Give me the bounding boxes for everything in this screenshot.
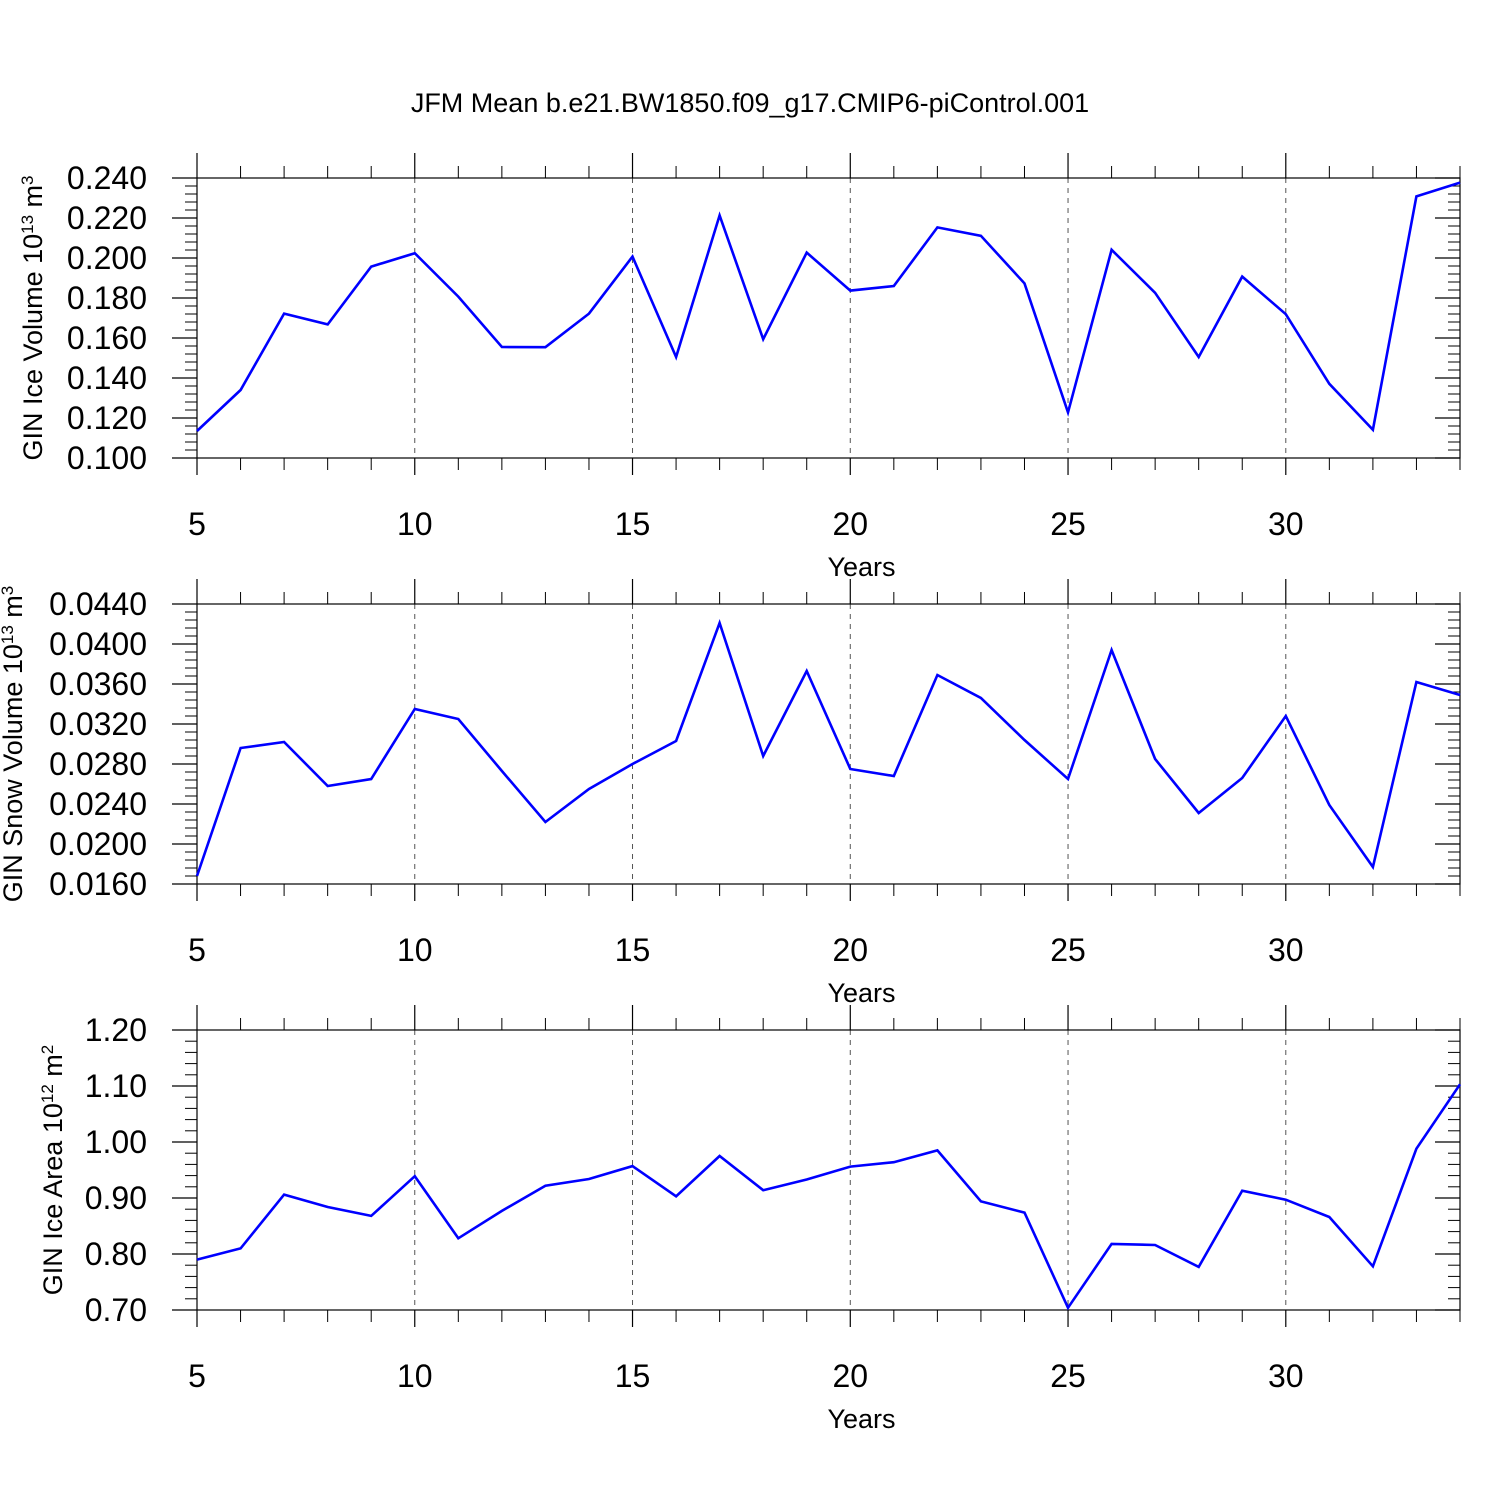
x-tick-label: 20: [832, 932, 868, 968]
series-line: [196, 1083, 1462, 1311]
x-tick-label: 15: [615, 932, 651, 968]
y-axis-label: GIN Ice Volume 1013 m3: [18, 175, 49, 460]
y-tick-label: 0.160: [67, 320, 147, 356]
y-tick-label: 1.10: [85, 1068, 147, 1104]
plot-frame: [196, 603, 1461, 885]
x-tick-label: 30: [1268, 506, 1304, 542]
y-tick-label: 0.240: [67, 160, 147, 196]
x-tick-label: 10: [397, 1358, 433, 1394]
x-tick-label: 15: [615, 1358, 651, 1394]
x-tick-label: 25: [1050, 506, 1086, 542]
y-axis-label: GIN Ice Area 1012 m2: [38, 1045, 69, 1296]
y-tick-label: 1.20: [85, 1012, 147, 1048]
x-tick-label: 15: [615, 506, 651, 542]
chart-panel-1: 5 10 15 20 25 30 0.100 0.120 0.140 0.160 0.180 0.20…: [18, 153, 1461, 582]
y-tick-label: 0.0400: [49, 626, 147, 662]
x-tick-label: 20: [832, 506, 868, 542]
y-tick-label: 0.0360: [49, 666, 147, 702]
x-tick-label: 30: [1268, 932, 1304, 968]
y-tick-label: 0.0320: [49, 706, 147, 742]
x-tick-label: 10: [397, 506, 433, 542]
chart-title: JFM Mean b.e21.BW1850.f09_g17.CMIP6-piCo…: [411, 88, 1089, 118]
x-tick-label: 25: [1050, 1358, 1086, 1394]
y-axis-label: GIN Snow Volume 1013 m3: [0, 586, 28, 903]
y-tick-label: 0.0440: [49, 586, 147, 622]
chart-panel-3: 5 10 15 20 25 30 0.70 0.80 0.90 1.00 1.10 1.20 Years…: [38, 1005, 1462, 1434]
x-tick-label: 5: [188, 932, 206, 968]
y-tick-label: 0.0200: [49, 826, 147, 862]
y-tick-label: 0.120: [67, 400, 147, 436]
x-tick-label: 25: [1050, 932, 1086, 968]
y-tick-label: 0.140: [67, 360, 147, 396]
y-tick-label: 0.0160: [49, 866, 147, 902]
y-tick-label: 0.0280: [49, 746, 147, 782]
y-tick-label: 0.90: [85, 1180, 147, 1216]
y-tick-label: 0.70: [85, 1292, 147, 1328]
x-axis-label: Years: [827, 978, 895, 1008]
x-axis-label: Years: [827, 1404, 895, 1434]
y-tick-label: 0.100: [67, 440, 147, 476]
series-line: [195, 619, 1461, 877]
plot-frame: [196, 1029, 1461, 1311]
y-tick-label: 0.180: [67, 280, 147, 316]
y-tick-label: 1.00: [85, 1124, 147, 1160]
x-tick-label: 5: [188, 1358, 206, 1394]
x-tick-label: 5: [188, 506, 206, 542]
y-tick-label: 0.0240: [49, 786, 147, 822]
x-axis-label: Years: [827, 552, 895, 582]
plot-frame: [196, 177, 1461, 459]
y-tick-label: 0.200: [67, 240, 147, 276]
y-tick-label: 0.220: [67, 200, 147, 236]
x-tick-label: 30: [1268, 1358, 1304, 1394]
y-tick-label: 0.80: [85, 1236, 147, 1272]
chart-panel-2: 5 10 15 20 25 30 0.0160 0.0200 0.0240 0.0280 0.032…: [0, 579, 1461, 1008]
x-tick-label: 20: [832, 1358, 868, 1394]
series-line: [196, 181, 1461, 433]
x-tick-label: 10: [397, 932, 433, 968]
